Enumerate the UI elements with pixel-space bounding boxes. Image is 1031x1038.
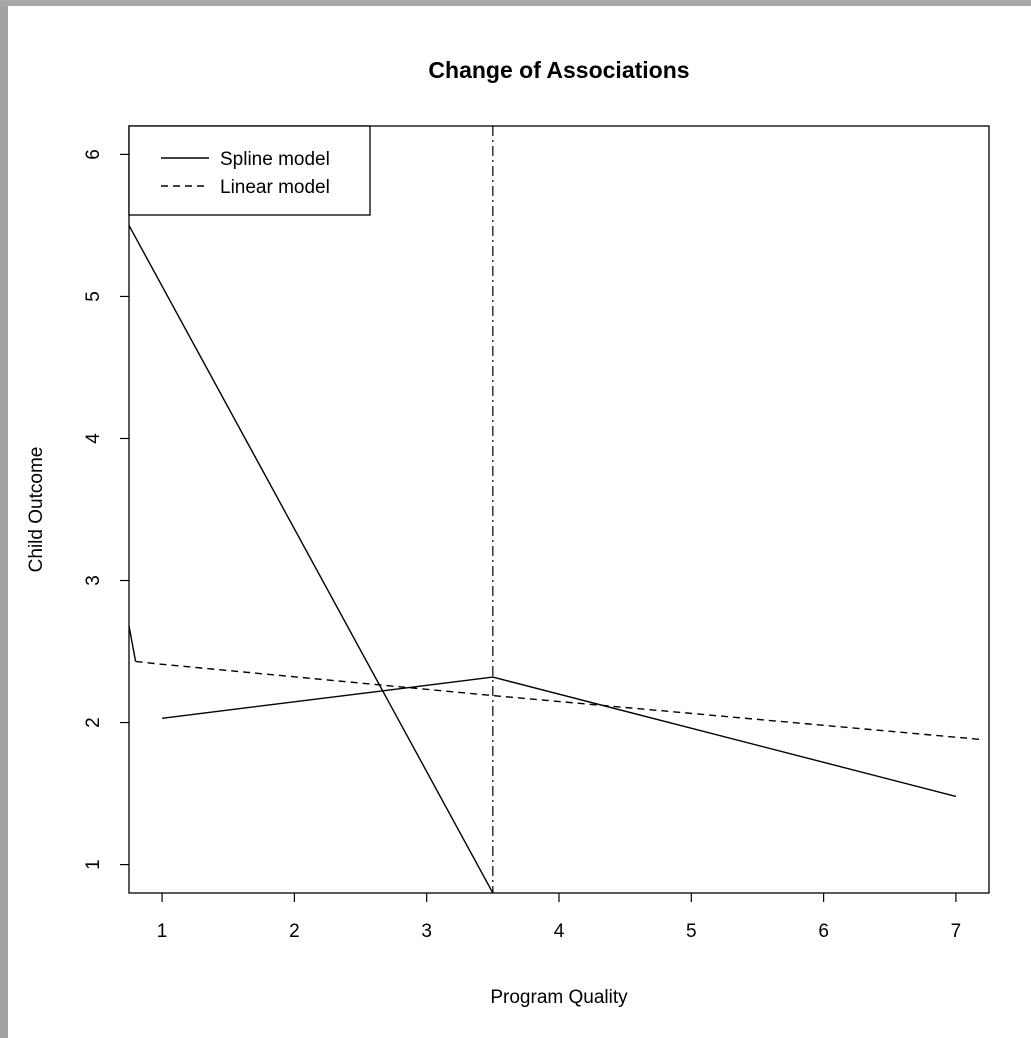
y-tick-label: 4 — [83, 433, 104, 444]
y-tick-label: 6 — [83, 149, 104, 160]
y-tick-label: 2 — [83, 717, 104, 728]
x-tick-label: 6 — [818, 921, 829, 942]
x-tick-label: 2 — [289, 921, 300, 942]
x-tick-label: 4 — [554, 921, 565, 942]
extra-line — [129, 625, 137, 662]
y-axis-label: Child Outcome — [26, 447, 47, 573]
legend-label-spline: Spline model — [220, 149, 330, 170]
y-tick-label: 3 — [83, 575, 104, 586]
x-tick-label: 1 — [157, 921, 168, 942]
y-tick-label: 1 — [83, 859, 104, 870]
plot-border — [128, 125, 990, 894]
x-tick-label: 7 — [951, 921, 962, 942]
x-axis: 1 2 3 4 5 6 7 — [157, 893, 961, 942]
extra-line — [129, 225, 494, 893]
legend: Spline model Linear model — [128, 125, 371, 216]
chart-title: Change of Associations — [428, 57, 689, 83]
window-left-border — [0, 0, 8, 1038]
x-tick-label: 5 — [686, 921, 697, 942]
series-line-linear — [135, 660, 983, 741]
legend-label-linear: Linear model — [220, 177, 330, 198]
legend-box — [128, 125, 371, 216]
x-axis-label: Program Quality — [490, 987, 628, 1008]
window-top-border — [0, 0, 1031, 6]
y-axis: 1 2 3 4 5 6 — [83, 149, 129, 870]
series-line-spline — [161, 676, 957, 798]
series-lines — [129, 126, 983, 893]
y-tick-label: 5 — [83, 291, 104, 302]
x-tick-label: 3 — [421, 921, 432, 942]
